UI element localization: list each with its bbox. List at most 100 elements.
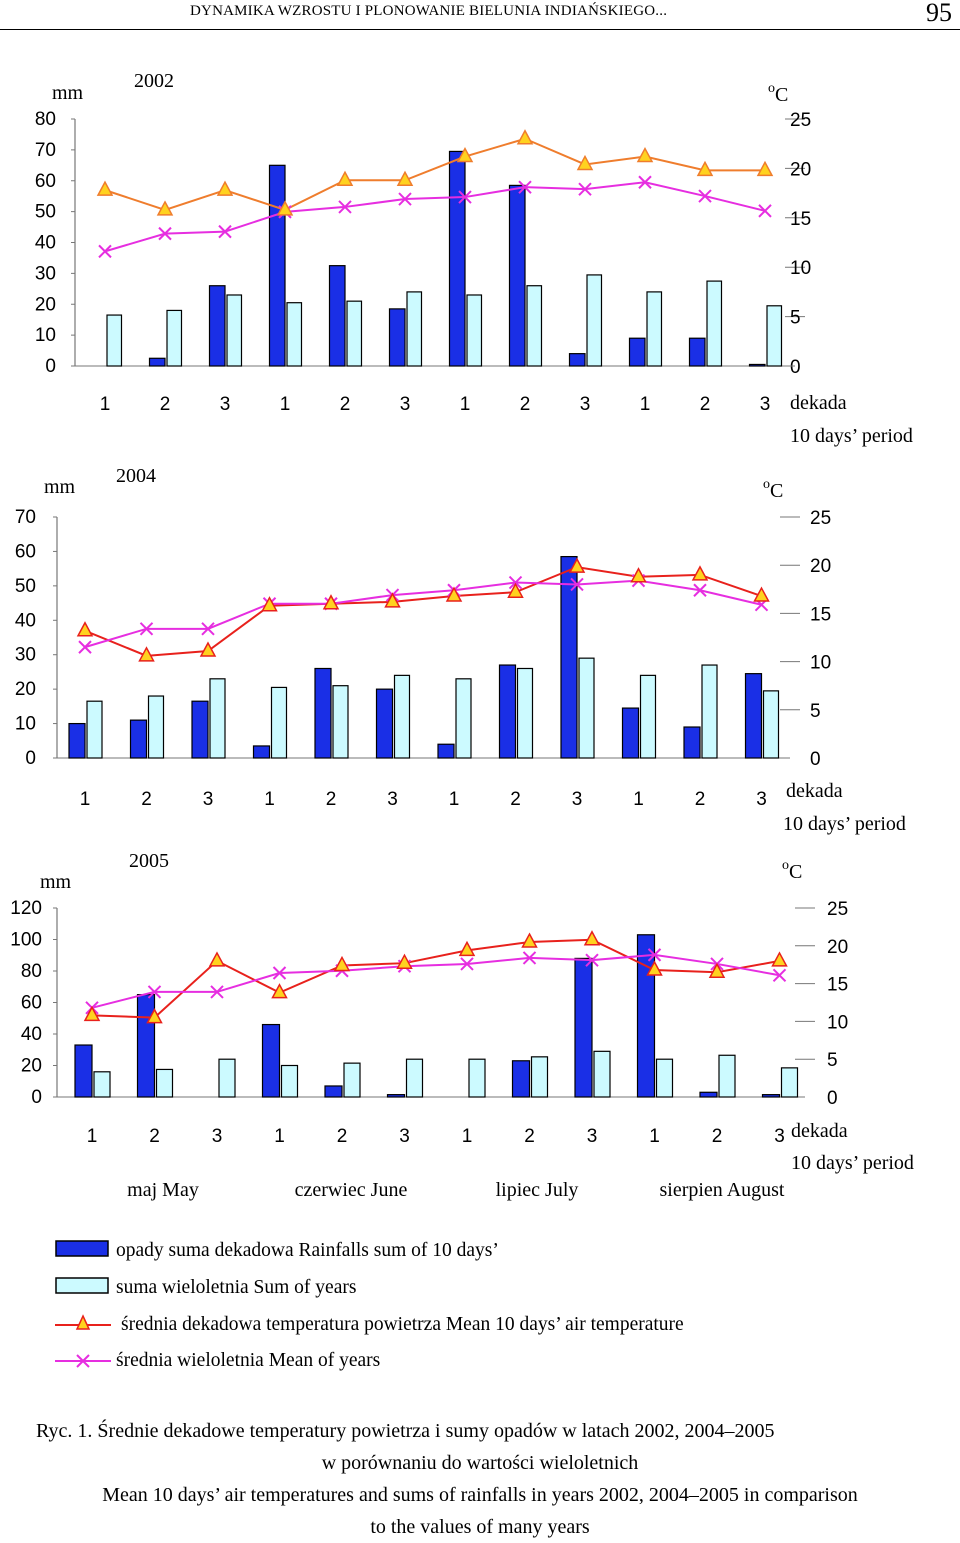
- chart-2002-bar-longterm-rainfall: [286, 302, 303, 367]
- chart-2004-x-tick-label: 1: [264, 789, 275, 810]
- chart-2005-bar-longterm-rainfall: [655, 1058, 674, 1098]
- chart-2002-point-longterm-temperature: [518, 180, 532, 194]
- chart-2004-y-right-label: oC: [763, 477, 783, 502]
- chart-2004-y-left-tick-label: 20: [15, 679, 36, 700]
- chart-2004-y-left-tick-label: 40: [15, 610, 36, 631]
- chart-2004-x-tick-label: 3: [756, 789, 767, 810]
- legend-label-temperature: średnia dekadowa temperatura powietrza M…: [121, 1314, 684, 1335]
- chart-2005-bar-longterm-rainfall: [155, 1068, 174, 1098]
- chart-2002-y-right-tick-label: 20: [790, 159, 811, 180]
- chart-2004-bar-rainfall: [314, 667, 332, 759]
- chart-2002-y-left-tick-label: 60: [35, 171, 56, 192]
- chart-2002-y-right-label: oC: [768, 81, 788, 106]
- chart-2005-point-temperature: [583, 930, 601, 946]
- chart-2005-point-longterm-temperature: [772, 968, 787, 982]
- chart-2005-x-tick-label: 3: [212, 1126, 223, 1147]
- chart-2005-bar-rainfall: [574, 957, 593, 1098]
- chart-2002-point-longterm-temperature: [218, 224, 232, 239]
- chart-2002-title: 2002: [134, 70, 174, 92]
- chart-2002-bar-rainfall: [568, 353, 586, 367]
- chart-2004-bar-longterm-rainfall: [516, 667, 534, 759]
- chart-2005-point-temperature: [458, 940, 476, 957]
- chart-2005-x-tick-label: 1: [87, 1126, 98, 1147]
- chart-2004-bar-rainfall: [744, 673, 763, 759]
- chart-2004-bar-rainfall: [437, 743, 455, 759]
- chart-2002-y-left-tick-label: 80: [35, 109, 56, 130]
- chart-2005-x-tick-label: 1: [462, 1126, 473, 1147]
- running-title: DYNAMIKA WZROSTU I PLONOWANIE BIELUNIA I…: [190, 3, 668, 19]
- chart-2002-bar-longterm-rainfall: [586, 274, 603, 367]
- chart-2004-line-temperature: [84, 566, 762, 657]
- chart-2002-line-temperature: [104, 137, 765, 211]
- chart-2002-x-tick-label: 2: [700, 394, 711, 415]
- chart-2002-point-longterm-temperature: [578, 182, 592, 196]
- chart-2004-y-right-tick-label: 15: [810, 604, 831, 625]
- chart-2002-y-right-tick-label: 10: [790, 258, 811, 279]
- chart-2005-bar-longterm-rainfall: [468, 1058, 486, 1098]
- chart-2005-point-longterm-temperature: [522, 951, 537, 965]
- chart-2002-bar-rainfall: [448, 150, 466, 367]
- chart-2002-point-temperature: [216, 180, 234, 196]
- chart-2002-x-tick-label: 2: [340, 394, 351, 415]
- chart-2004-line-longterm-temperature: [84, 579, 762, 649]
- legend-item-temperature: średnia dekadowa temperatura powietrza M…: [55, 1310, 875, 1340]
- chart-2004-bar-rainfall: [498, 664, 517, 759]
- chart-2004-bar-rainfall: [560, 555, 578, 759]
- chart-2004-bar-longterm-rainfall: [393, 674, 411, 759]
- chart-2002-point-longterm-temperature: [698, 189, 712, 203]
- chart-2005-point-temperature: [83, 1005, 101, 1022]
- chart-2004-x-tick-label: 2: [141, 789, 152, 810]
- chart-2002-point-temperature: [336, 170, 354, 187]
- chart-2004-y-left-tick-label: 10: [15, 714, 36, 735]
- chart-2002-bar-longterm-rainfall: [106, 314, 123, 367]
- chart-2004-y-left-tick-label: 70: [15, 507, 36, 528]
- chart-2004-bar-longterm-rainfall: [578, 657, 595, 759]
- chart-2005-y-left-tick-label: 120: [10, 898, 42, 919]
- chart-2004-bar-rainfall: [252, 745, 271, 759]
- chart-2002-point-temperature: [576, 154, 594, 171]
- chart-2002-bar-rainfall: [208, 285, 226, 367]
- chart-2005-bar-longterm-rainfall: [718, 1054, 736, 1098]
- chart-2005-y-right-label: oC: [782, 858, 802, 883]
- legend-item-rainfall: opady suma dekadowa Rainfalls sum of 10 …: [55, 1236, 875, 1266]
- chart-2004-bar-longterm-rainfall: [86, 700, 103, 759]
- chart-2002-x-tick-label: 3: [580, 394, 591, 415]
- caption-line-1: Ryc. 1. Średnie dekadowe temperatury pow…: [36, 1420, 775, 1442]
- chart-2002-point-temperature: [156, 200, 174, 216]
- chart-2004-y-right-tick-label: 0: [810, 749, 821, 770]
- chart-2004-point-temperature: [568, 557, 586, 573]
- chart-2004-x-tick-label: 2: [326, 789, 337, 810]
- chart-2004-bar-rainfall: [621, 707, 640, 759]
- chart-2002-y-right-tick-label: 25: [790, 110, 811, 131]
- chart-2004-x-tick-label: 3: [572, 789, 583, 810]
- chart-2005-bar-longterm-rainfall: [343, 1062, 361, 1098]
- caption-line-3: Mean 10 days’ air temperatures and sums …: [102, 1484, 858, 1506]
- chart-2002-bar-longterm-rainfall: [466, 294, 483, 367]
- chart-2002-bar-longterm-rainfall: [766, 305, 783, 367]
- chart-2004-bar-longterm-rainfall: [147, 695, 165, 759]
- chart-2004-y-right-tick-label: 20: [810, 556, 831, 577]
- chart-2005-bar-rainfall: [511, 1060, 531, 1098]
- chart-2004-point-longterm-temperature: [693, 583, 707, 597]
- chart-2004-x-sublabel: 10 days’ period: [783, 813, 906, 835]
- chart-2005-x-label: dekada: [791, 1120, 848, 1142]
- legend-item-longterm-temperature: średnia wieloletnia Mean of years: [55, 1346, 875, 1376]
- chart-2005-bar-longterm-rainfall: [593, 1050, 611, 1098]
- chart-2002-bar-rainfall: [148, 357, 166, 367]
- chart-2002-point-longterm-temperature: [338, 200, 352, 214]
- chart-2005-y-left-tick-label: 100: [10, 930, 42, 951]
- legend-swatch-longterm-rainfall: [55, 1277, 109, 1294]
- chart-2004-bar-longterm-rainfall: [209, 678, 226, 759]
- chart-2004-bar-longterm-rainfall: [701, 664, 718, 759]
- chart-2002-y-right-tick-label: 5: [790, 308, 801, 329]
- chart-2002-bar-longterm-rainfall: [646, 291, 663, 367]
- chart-2004-point-longterm-temperature: [78, 640, 92, 654]
- chart-2004-x-tick-label: 1: [633, 789, 644, 810]
- chart-2004-bar-rainfall: [683, 726, 701, 759]
- chart-2002-x-tick-label: 3: [400, 394, 411, 415]
- chart-2004-bar-longterm-rainfall: [455, 678, 472, 759]
- chart-2005-x-tick-label: 2: [712, 1126, 723, 1147]
- chart-2005-point-longterm-temperature: [585, 953, 599, 967]
- chart-2005-bar-rainfall: [261, 1023, 281, 1098]
